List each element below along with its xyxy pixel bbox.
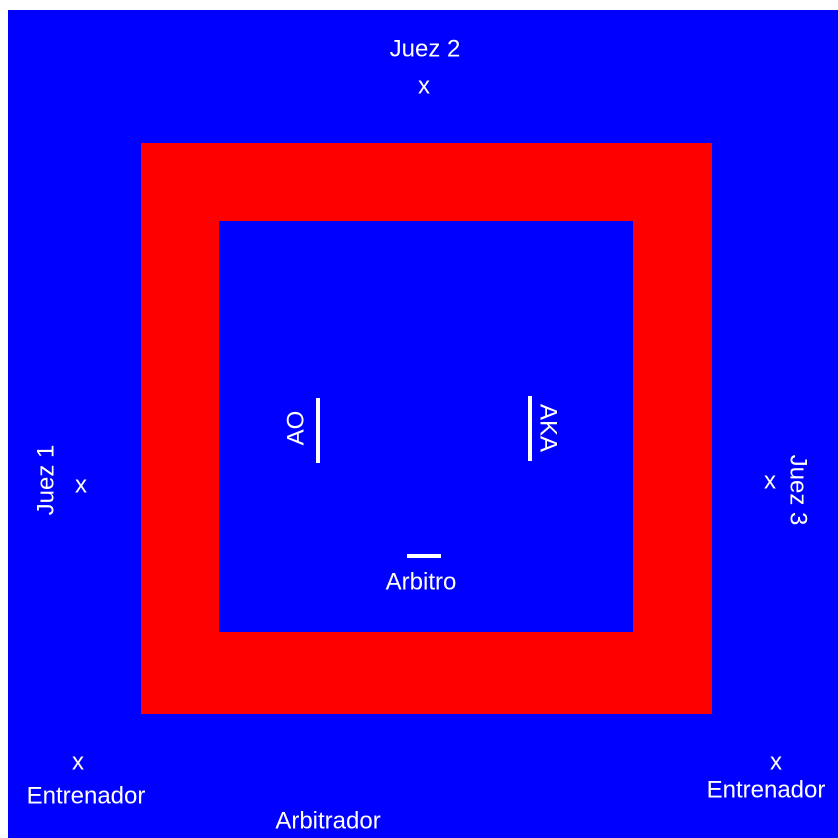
judge-label: Juez 2: [390, 35, 461, 62]
competition-zone: [219, 221, 633, 632]
arbitrator-label: Arbitrador: [275, 807, 380, 834]
coach-label: Entrenador: [27, 782, 146, 809]
competitor-label: AKA: [535, 404, 562, 452]
coach-marker: x: [770, 748, 782, 775]
referee-label: Arbitro: [386, 568, 457, 595]
judge-marker: x: [75, 471, 87, 498]
competitor-label: AO: [282, 411, 309, 446]
judge-label: Juez 3: [785, 455, 812, 526]
judge-marker: x: [418, 72, 430, 99]
coach-marker: x: [72, 748, 84, 775]
judge-label: Juez 1: [32, 445, 59, 516]
coach-label: Entrenador: [707, 776, 826, 803]
judge-marker: x: [764, 467, 776, 494]
